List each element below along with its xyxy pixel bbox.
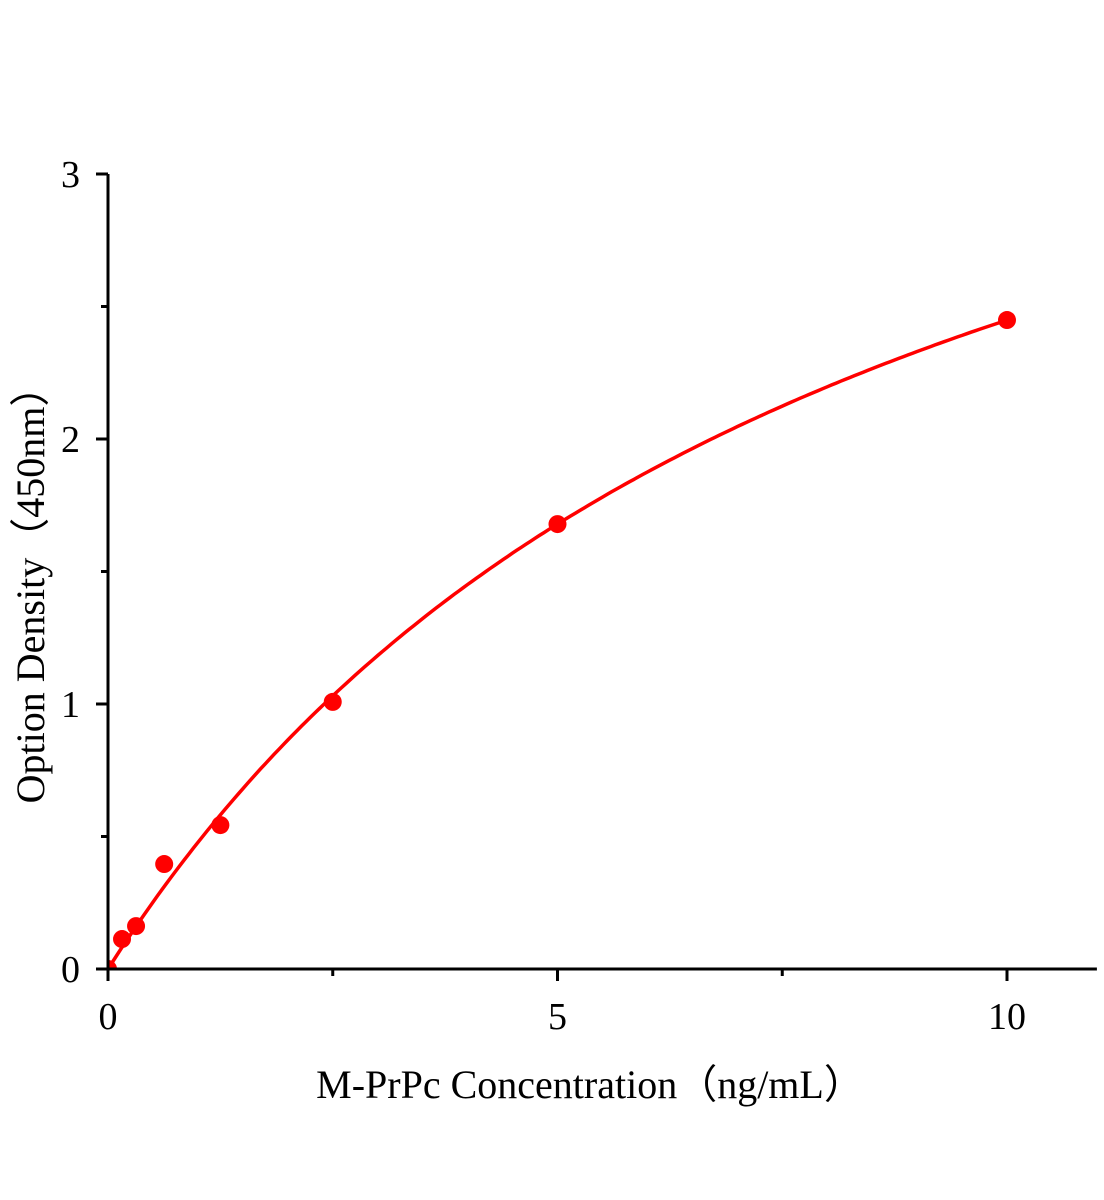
data-point — [548, 515, 567, 534]
data-point — [998, 311, 1016, 330]
y-axis-label: Option Density（450nm） — [8, 367, 53, 804]
data-point — [127, 917, 146, 936]
y-tick-label: 3 — [61, 154, 80, 196]
x-tick-label: 0 — [99, 996, 118, 1038]
data-point — [108, 960, 117, 969]
x-axis-label: M-PrPc Concentration（ng/mL） — [316, 1062, 864, 1107]
data-point — [323, 692, 342, 711]
y-tick-label: 1 — [61, 684, 80, 726]
data-point — [211, 816, 230, 835]
data-point — [113, 930, 132, 949]
y-tick-label: 0 — [61, 949, 80, 991]
x-tick-label: 10 — [988, 996, 1026, 1038]
fit-curve — [108, 318, 1008, 969]
x-tick-label: 5 — [548, 996, 567, 1038]
y-tick-label: 2 — [61, 419, 80, 461]
data-point — [155, 855, 174, 874]
